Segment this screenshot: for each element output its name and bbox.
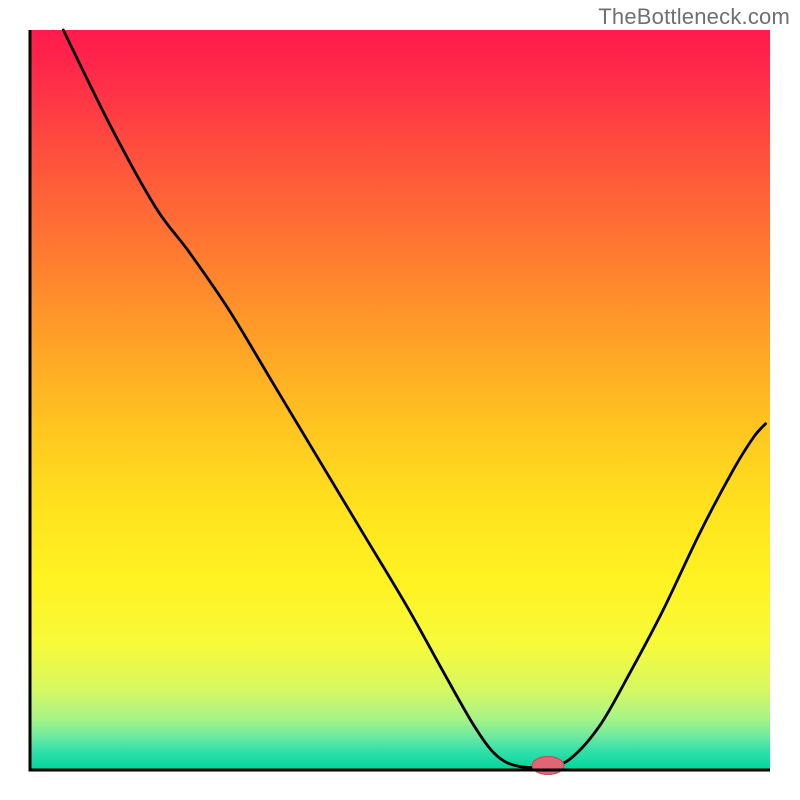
gradient-background [30,30,770,770]
watermark-label: TheBottleneck.com [598,4,790,30]
bottleneck-chart: TheBottleneck.com [0,0,800,800]
chart-svg [0,0,800,800]
optimal-marker [532,757,564,775]
